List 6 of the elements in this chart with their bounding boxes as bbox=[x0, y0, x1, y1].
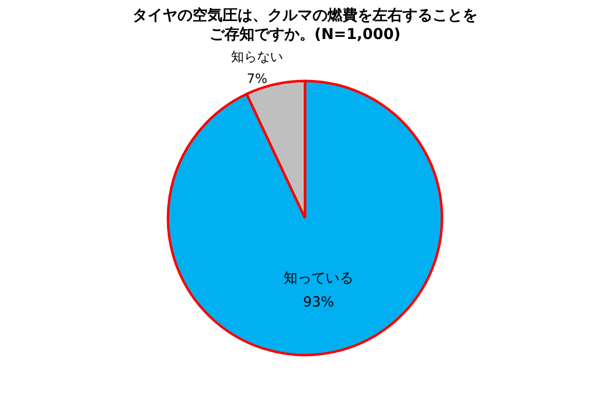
data-label: 93% bbox=[302, 294, 334, 311]
chart-title: タイヤの空気圧は、クルマの燃費を左右することを bbox=[132, 6, 478, 24]
chart-subtitle: ご存知ですか。(N=1,000) bbox=[209, 25, 401, 43]
slice-label: 知っている bbox=[284, 270, 354, 287]
data-label: 7% bbox=[246, 72, 268, 87]
slice-label: 知らない bbox=[231, 50, 284, 65]
